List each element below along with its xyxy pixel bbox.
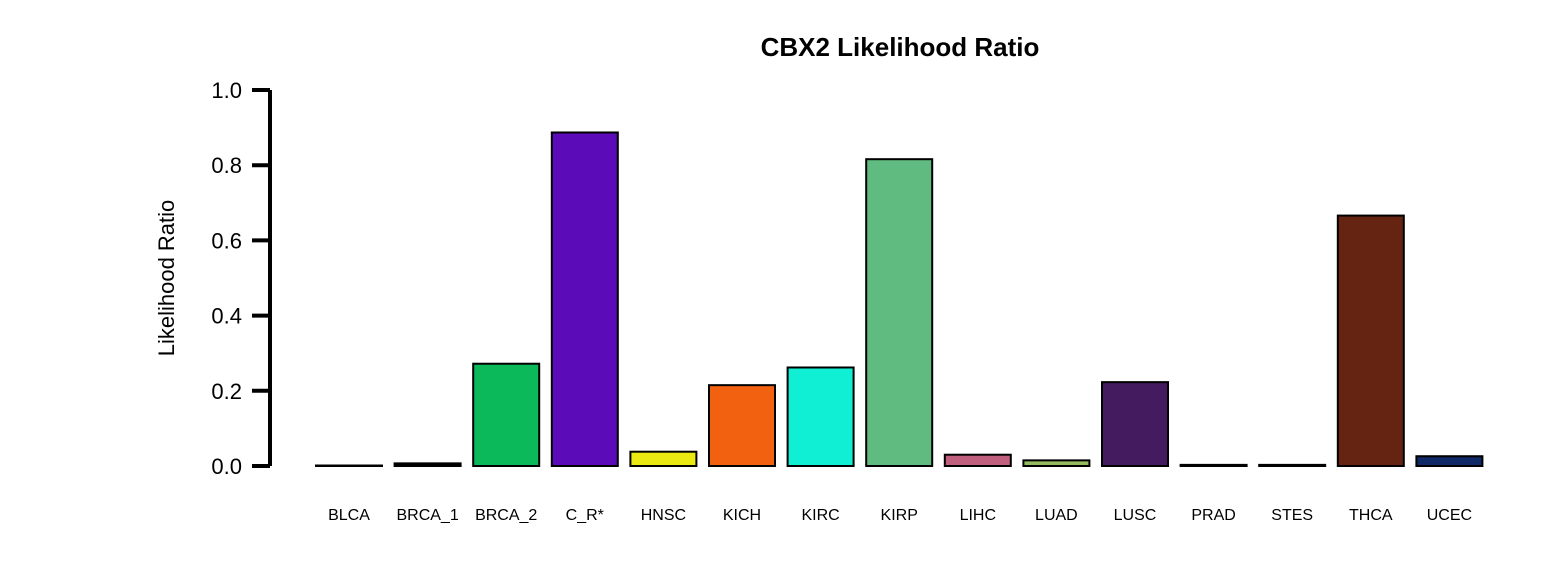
bar-luad bbox=[1022, 459, 1091, 467]
y-axis: 0.0 0.2 0.4 0.6 0.8 1.0 bbox=[211, 78, 272, 479]
chart-title: CBX2 Likelihood Ratio bbox=[761, 32, 1040, 62]
y-axis-label: Likelihood Ratio bbox=[154, 200, 179, 357]
x-tick-label: KICH bbox=[723, 507, 761, 524]
x-tick-label: LUAD bbox=[1035, 507, 1078, 524]
y-tick-label: 1.0 bbox=[211, 78, 242, 103]
x-tick-labels: BLCA BRCA_1 BRCA_2 C_R* HNSC KICH KIRC KIRP LIHC… bbox=[328, 507, 1472, 524]
y-tick-label: 0.8 bbox=[211, 153, 242, 178]
bar-kich bbox=[708, 384, 776, 467]
x-tick-label: HNSC bbox=[641, 507, 686, 524]
x-tick-label: STES bbox=[1271, 507, 1313, 524]
bar-lihc bbox=[943, 453, 1012, 468]
y-tick-label: 0.4 bbox=[211, 304, 242, 329]
x-tick-label: C_R* bbox=[566, 507, 604, 524]
y-tick-label: 0.6 bbox=[211, 228, 242, 253]
x-tick-label: BRCA_1 bbox=[396, 507, 458, 524]
y-tick-label: 0.0 bbox=[211, 454, 242, 479]
bar-blca bbox=[315, 464, 383, 467]
x-tick-label: BRCA_2 bbox=[475, 507, 537, 524]
x-tick-label: KIRC bbox=[801, 507, 839, 524]
bars-group bbox=[315, 131, 1484, 468]
y-tick-label: 0.2 bbox=[211, 379, 242, 404]
bar-brca-1 bbox=[393, 462, 462, 468]
bar-hnsc bbox=[629, 450, 698, 468]
bar-thca bbox=[1336, 214, 1405, 467]
bar-brca-2 bbox=[472, 362, 541, 467]
bar-ucec bbox=[1415, 455, 1484, 467]
bar-kirp bbox=[865, 158, 934, 468]
bar-prad bbox=[1179, 463, 1248, 468]
bar-stes bbox=[1258, 463, 1327, 468]
bar-kirc bbox=[786, 366, 855, 468]
bar-c-r bbox=[550, 131, 619, 467]
x-tick-label: LIHC bbox=[960, 507, 996, 524]
x-tick-label: PRAD bbox=[1191, 507, 1235, 524]
bar-lusc bbox=[1101, 381, 1169, 468]
x-tick-label: BLCA bbox=[328, 507, 370, 524]
x-tick-label: KIRP bbox=[881, 507, 918, 524]
x-tick-label: UCEC bbox=[1427, 507, 1472, 524]
x-tick-label: LUSC bbox=[1114, 507, 1157, 524]
x-tick-label: THCA bbox=[1349, 507, 1393, 524]
